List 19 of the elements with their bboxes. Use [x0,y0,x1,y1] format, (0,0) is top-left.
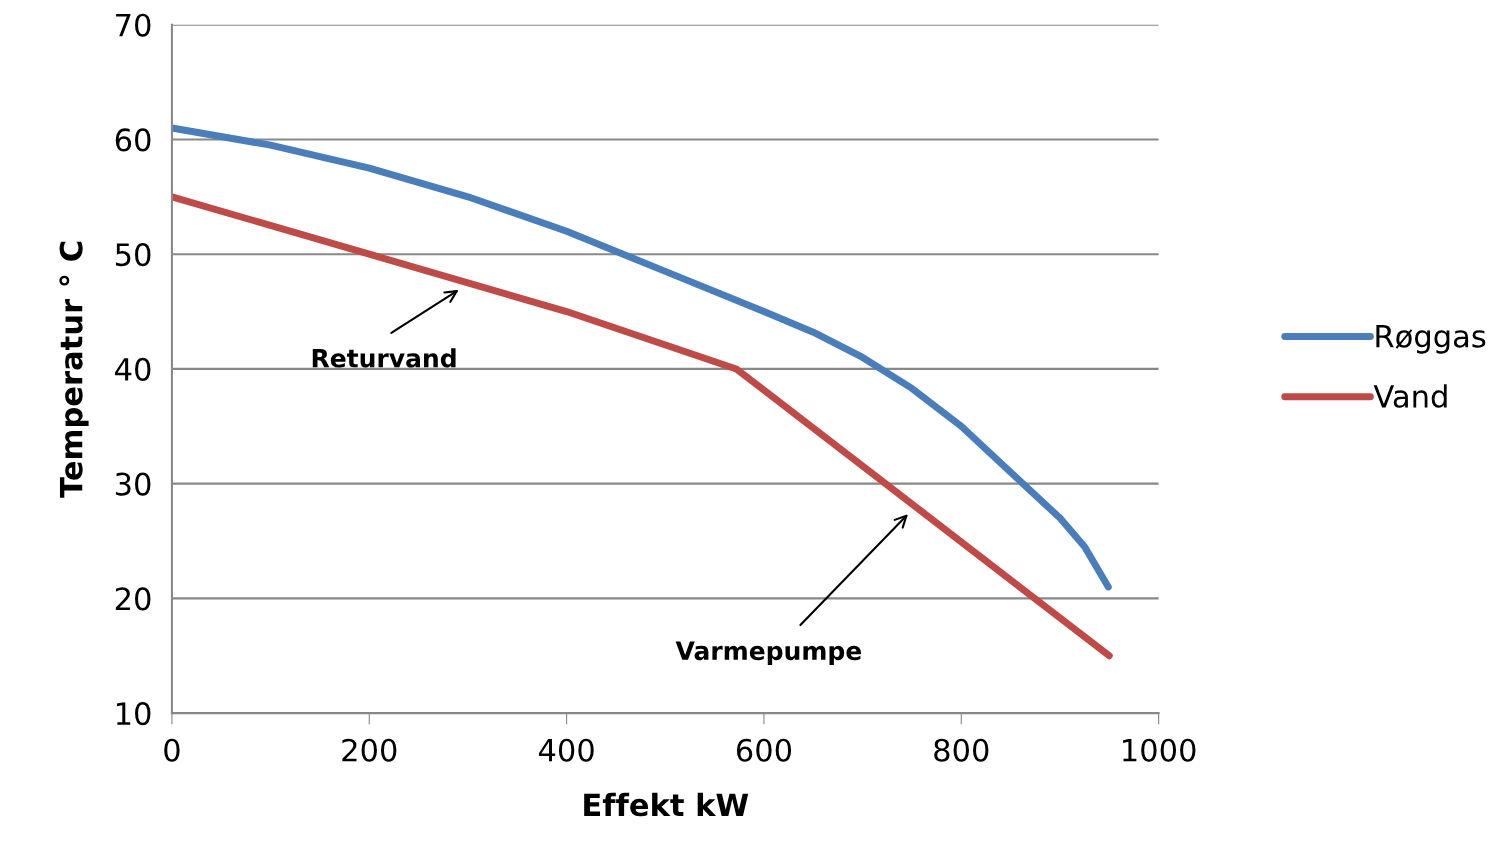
y-tick-label: 60 [115,128,151,152]
annotation: Returvand [312,348,456,368]
x-tick-label: 400 [538,738,594,762]
legend-label: Vand [1373,384,1447,408]
y-tick-label: 40 [115,357,151,381]
y-tick-label: 30 [115,472,151,496]
x-tick-label: 600 [736,738,792,762]
y-tick-label: 20 [115,587,151,611]
x-tick-label: 800 [934,738,989,762]
x-tick-label: 0 [164,738,180,762]
y-tick-label: 70 [116,13,151,37]
x-tick-label: 1000 [1123,738,1196,762]
x-axis-title: Effekt kW [584,792,749,817]
legend-label: Røggas [1376,325,1486,354]
y-tick-label: 50 [115,243,151,267]
y-axis-title: Temperatur ° C [59,241,89,498]
annotation: Varmepumpe [675,641,862,666]
x-tick-label: 200 [342,738,397,762]
y-tick-label: 10 [116,702,151,726]
